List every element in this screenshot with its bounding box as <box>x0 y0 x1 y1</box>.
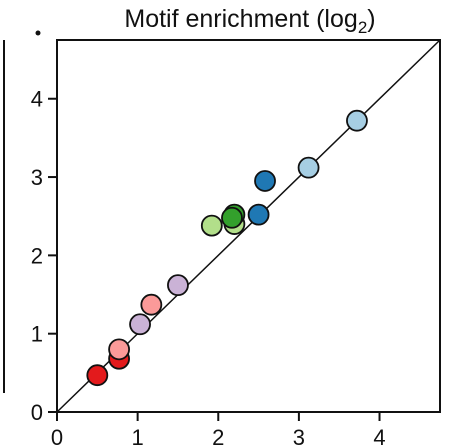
y-axis-ticks: 0 1 2 3 4 <box>31 87 57 425</box>
data-point <box>108 338 130 361</box>
data-point <box>140 293 163 316</box>
x-axis-ticks: 0 1 2 3 4 <box>51 412 386 447</box>
y-tick-label: 2 <box>31 243 43 268</box>
chart-title-subscript: 2 <box>358 18 367 37</box>
x-tick-label: 4 <box>373 425 385 447</box>
chart-title-main: Motif enrichment (log <box>124 5 357 33</box>
data-point <box>167 274 189 297</box>
y-tick-label: 1 <box>31 322 43 347</box>
data-point <box>346 109 368 132</box>
plot-frame <box>56 39 441 413</box>
y-tick-label: 3 <box>31 165 43 190</box>
data-point <box>297 156 320 179</box>
data-point <box>129 313 151 336</box>
x-tick-label: 3 <box>293 425 305 447</box>
data-point <box>221 206 243 229</box>
y-tick-label: 0 <box>31 400 43 425</box>
data-point <box>254 170 276 192</box>
chart-title-suffix: ) <box>367 5 375 33</box>
data-point <box>200 214 223 237</box>
data-point <box>86 364 109 387</box>
x-tick-label: 0 <box>51 425 63 447</box>
top-left-stray-mark <box>35 30 41 36</box>
chart-title: Motif enrichment (log2) <box>124 5 375 37</box>
x-tick-label: 2 <box>212 425 224 447</box>
y-tick-label: 4 <box>31 87 43 112</box>
data-points <box>86 109 368 387</box>
data-point <box>247 203 270 226</box>
x-tick-label: 1 <box>132 425 144 447</box>
